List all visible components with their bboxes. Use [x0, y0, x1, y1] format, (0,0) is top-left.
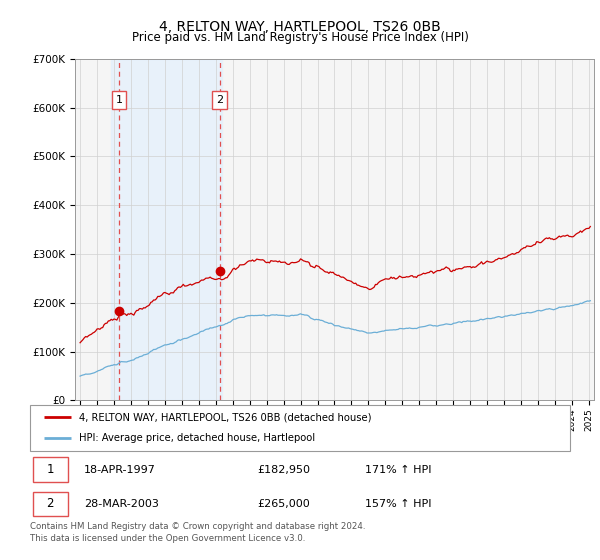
- Text: Price paid vs. HM Land Registry's House Price Index (HPI): Price paid vs. HM Land Registry's House …: [131, 31, 469, 44]
- Text: 28-MAR-2003: 28-MAR-2003: [84, 499, 159, 509]
- Text: 4, RELTON WAY, HARTLEPOOL, TS26 0BB: 4, RELTON WAY, HARTLEPOOL, TS26 0BB: [159, 20, 441, 34]
- Text: 1: 1: [47, 463, 54, 476]
- FancyBboxPatch shape: [33, 458, 68, 482]
- Text: HPI: Average price, detached house, Hartlepool: HPI: Average price, detached house, Hart…: [79, 433, 315, 444]
- Text: £265,000: £265,000: [257, 499, 310, 509]
- Text: 4, RELTON WAY, HARTLEPOOL, TS26 0BB (detached house): 4, RELTON WAY, HARTLEPOOL, TS26 0BB (det…: [79, 412, 371, 422]
- Bar: [110, 59, 223, 400]
- Text: 171% ↑ HPI: 171% ↑ HPI: [365, 465, 431, 475]
- Text: £182,950: £182,950: [257, 465, 310, 475]
- FancyBboxPatch shape: [30, 405, 570, 451]
- Text: 18-APR-1997: 18-APR-1997: [84, 465, 156, 475]
- Text: 1: 1: [116, 95, 122, 105]
- FancyBboxPatch shape: [33, 492, 68, 516]
- Text: 157% ↑ HPI: 157% ↑ HPI: [365, 499, 431, 509]
- Text: 2: 2: [47, 497, 54, 510]
- Text: Contains HM Land Registry data © Crown copyright and database right 2024.
This d: Contains HM Land Registry data © Crown c…: [30, 522, 365, 543]
- Text: 2: 2: [216, 95, 223, 105]
